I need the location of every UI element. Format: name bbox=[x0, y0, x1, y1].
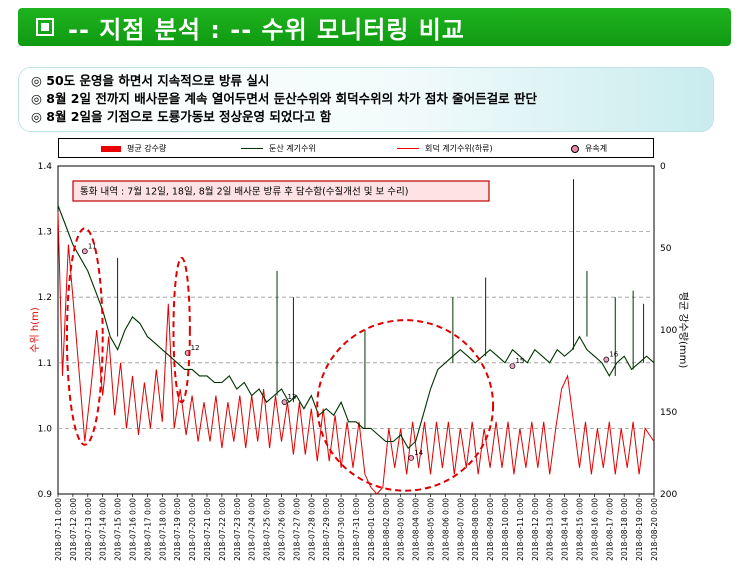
x-tick-label: 2018-07-23 0:00 bbox=[233, 498, 242, 561]
x-tick-label: 2018-07-22 0:00 bbox=[218, 498, 227, 561]
x-tick-label: 2018-08-04 0:00 bbox=[412, 498, 421, 561]
marker-point bbox=[603, 356, 610, 363]
x-tick-label: 2018-08-09 0:00 bbox=[486, 498, 495, 561]
legend-label-hoedeok: 회덕 계기수위(하류) bbox=[425, 144, 493, 153]
marker-point bbox=[281, 399, 288, 406]
y-tick-label: 1.0 bbox=[38, 424, 53, 434]
legend-item-event: 유속계 bbox=[571, 143, 607, 154]
marker-point bbox=[408, 455, 414, 461]
series-line-hoedeok bbox=[57, 211, 655, 495]
legend-label-dunsan: 둔산 계기수위 bbox=[269, 144, 316, 153]
x-tick-label: 2018-07-24 0:00 bbox=[248, 498, 257, 561]
legend-label-event: 유속계 bbox=[585, 144, 608, 153]
legend-label-rain: 평균 강수량 bbox=[127, 144, 167, 153]
x-tick-label: 2018-08-07 0:00 bbox=[456, 498, 465, 561]
x-tick-label: 2018-08-10 0:00 bbox=[501, 498, 510, 561]
x-tick-label: 2018-07-29 0:00 bbox=[322, 498, 331, 561]
x-tick-label: 2018-07-11 0:00 bbox=[54, 498, 63, 561]
annotation-box bbox=[72, 180, 490, 202]
y-tick-label: 1.4 bbox=[38, 162, 53, 172]
marker-label: 16 bbox=[609, 351, 618, 359]
highlight-ellipse bbox=[172, 256, 191, 404]
marker-point bbox=[81, 248, 88, 255]
x-tick-label: 2018-07-20 0:00 bbox=[188, 498, 197, 561]
x-tick-label: 2018-07-30 0:00 bbox=[337, 498, 346, 561]
y2-tick-label: 100 bbox=[660, 326, 677, 336]
x-tick-label: 2018-08-17 0:00 bbox=[605, 498, 614, 561]
x-tick-label: 2018-08-08 0:00 bbox=[471, 498, 480, 561]
x-tick-label: 2018-08-11 0:00 bbox=[516, 498, 525, 561]
legend-item-dunsan: 둔산 계기수위 bbox=[241, 143, 316, 154]
y-tick-label: 0.9 bbox=[38, 490, 53, 500]
x-tick-label: 2018-07-21 0:00 bbox=[203, 498, 212, 561]
marker-label: 12 bbox=[191, 344, 200, 352]
x-tick-label: 2018-08-12 0:00 bbox=[531, 498, 540, 561]
x-tick-label: 2018-08-01 0:00 bbox=[367, 498, 376, 561]
x-tick-label: 2018-07-15 0:00 bbox=[114, 498, 123, 561]
x-tick-label: 2018-08-15 0:00 bbox=[576, 498, 585, 561]
x-tick-label: 2018-08-14 0:00 bbox=[561, 498, 570, 561]
title-bar: -- 지점 분석 : -- 수위 모니터링 비교 bbox=[18, 8, 731, 46]
y2-tick-label: 200 bbox=[660, 490, 677, 500]
summary-box: ◎ 50도 운영을 하면서 지속적으로 방류 실시 ◎ 8월 2일 전까지 배사… bbox=[19, 68, 713, 131]
y2-tick-label: 50 bbox=[660, 244, 672, 254]
x-tick-label: 2018-07-25 0:00 bbox=[263, 498, 272, 561]
page-title: -- 지점 분석 : -- 수위 모니터링 비교 bbox=[68, 15, 465, 44]
marker-point bbox=[509, 363, 516, 369]
x-tick-label: 2018-08-13 0:00 bbox=[546, 498, 555, 561]
x-tick-label: 2018-07-14 0:00 bbox=[99, 498, 108, 561]
square-bullet-icon bbox=[36, 18, 54, 36]
x-tick-label: 2018-07-27 0:00 bbox=[292, 498, 301, 561]
x-tick-label: 2018-08-06 0:00 bbox=[441, 498, 450, 561]
legend-swatch-event bbox=[571, 144, 579, 153]
legend-swatch-dunsan bbox=[241, 148, 263, 149]
highlight-ellipse bbox=[316, 319, 495, 492]
y-axis-title: 수위 h(m) bbox=[28, 307, 41, 353]
x-tick-label: 2018-08-20 0:00 bbox=[650, 498, 659, 561]
x-tick-label: 2018-07-19 0:00 bbox=[173, 498, 182, 561]
annotation-text: 통화 내역 : 7월 12일, 18일, 8월 2일 배사문 방류 후 담수함(… bbox=[80, 186, 408, 198]
marker-label: 15 bbox=[515, 357, 524, 365]
x-tick-label: 2018-07-28 0:00 bbox=[307, 498, 316, 561]
x-tick-label: 2018-08-19 0:00 bbox=[635, 498, 644, 561]
x-tick-label: 2018-08-02 0:00 bbox=[382, 498, 391, 561]
x-tick-label: 2018-07-18 0:00 bbox=[158, 498, 167, 561]
y-tick-label: 1.2 bbox=[38, 293, 52, 303]
summary-line-2: ◎ 8월 2일 전까지 배사문을 계속 열어두면서 둔산수위와 회덕수위의 차가… bbox=[31, 91, 538, 106]
x-tick-label: 2018-07-31 0:00 bbox=[352, 498, 361, 561]
y2-axis-title: 평균 강수량(mm) bbox=[677, 292, 689, 369]
x-tick-label: 2018-07-12 0:00 bbox=[69, 498, 78, 561]
x-tick-label: 2018-08-18 0:00 bbox=[620, 498, 629, 561]
marker-label: 11 bbox=[88, 242, 97, 250]
summary-line-3: ◎ 8월 2일을 기점으로 도룡가동보 정상운영 되었다고 함 bbox=[31, 109, 332, 124]
highlight-ellipse bbox=[65, 227, 104, 446]
marker-label: 14 bbox=[414, 449, 423, 457]
y-tick-label: 1.1 bbox=[38, 359, 52, 369]
legend-swatch-rain bbox=[101, 145, 121, 152]
x-tick-label: 2018-08-05 0:00 bbox=[427, 498, 436, 561]
x-tick-label: 2018-07-17 0:00 bbox=[143, 498, 152, 561]
legend-item-hoedeok: 회덕 계기수위(하류) bbox=[397, 143, 493, 154]
legend-swatch-hoedeok bbox=[397, 148, 419, 149]
summary-line-1: ◎ 50도 운영을 하면서 지속적으로 방류 실시 bbox=[31, 73, 270, 88]
series-line-dunsan bbox=[57, 205, 655, 449]
legend-item-rain: 평균 강수량 bbox=[101, 143, 166, 154]
y2-tick-label: 150 bbox=[660, 408, 677, 418]
y-tick-label: 1.3 bbox=[38, 228, 52, 238]
marker-label: 13 bbox=[287, 393, 296, 401]
y2-tick-label: 0 bbox=[660, 162, 666, 172]
x-tick-label: 2018-07-13 0:00 bbox=[84, 498, 93, 561]
chart-legend: 평균 강수량 둔산 계기수위 회덕 계기수위(하류) 유속계 bbox=[58, 138, 654, 158]
x-tick-label: 2018-08-16 0:00 bbox=[590, 498, 599, 561]
x-tick-label: 2018-07-26 0:00 bbox=[278, 498, 287, 561]
x-tick-label: 2018-07-16 0:00 bbox=[129, 498, 138, 561]
x-tick-label: 2018-08-03 0:00 bbox=[397, 498, 406, 561]
